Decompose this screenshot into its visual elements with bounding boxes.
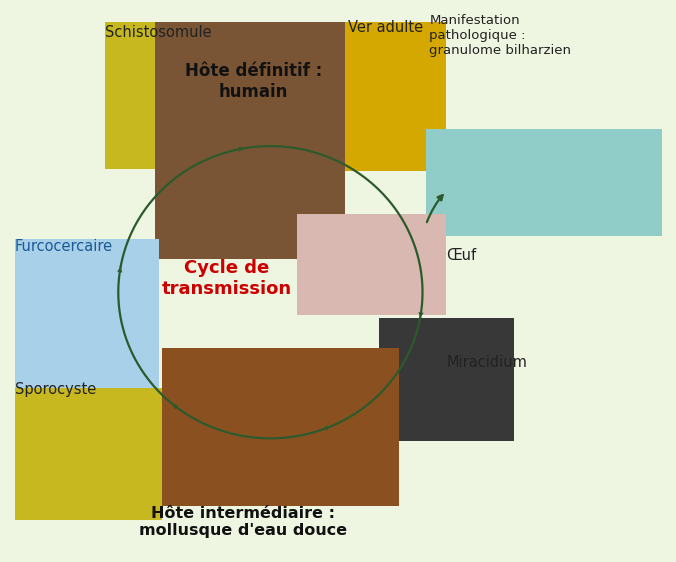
Bar bbox=[15, 239, 159, 396]
Text: Manifestation
pathologique :
granulome bilharzien: Manifestation pathologique : granulome b… bbox=[429, 14, 571, 57]
Bar bbox=[15, 388, 162, 520]
Bar bbox=[105, 22, 210, 169]
Text: Miracidium: Miracidium bbox=[446, 355, 527, 370]
Text: Ver adulte: Ver adulte bbox=[348, 20, 423, 35]
Text: Schistosomule: Schistosomule bbox=[105, 25, 212, 40]
Text: Œuf: Œuf bbox=[446, 248, 477, 263]
Text: Hôte intermédiaire :
mollusque d'eau douce: Hôte intermédiaire : mollusque d'eau dou… bbox=[139, 506, 347, 538]
Bar bbox=[162, 348, 399, 506]
Bar bbox=[297, 214, 446, 315]
Bar bbox=[155, 22, 345, 259]
Text: Furcocercaire: Furcocercaire bbox=[15, 239, 113, 254]
Text: Hôte définitif :
humain: Hôte définitif : humain bbox=[185, 62, 322, 101]
Bar bbox=[426, 129, 662, 236]
Text: Sporocyste: Sporocyste bbox=[15, 382, 96, 397]
Text: Cycle de
transmission: Cycle de transmission bbox=[162, 259, 291, 298]
Bar bbox=[345, 22, 446, 171]
Bar bbox=[379, 318, 514, 441]
